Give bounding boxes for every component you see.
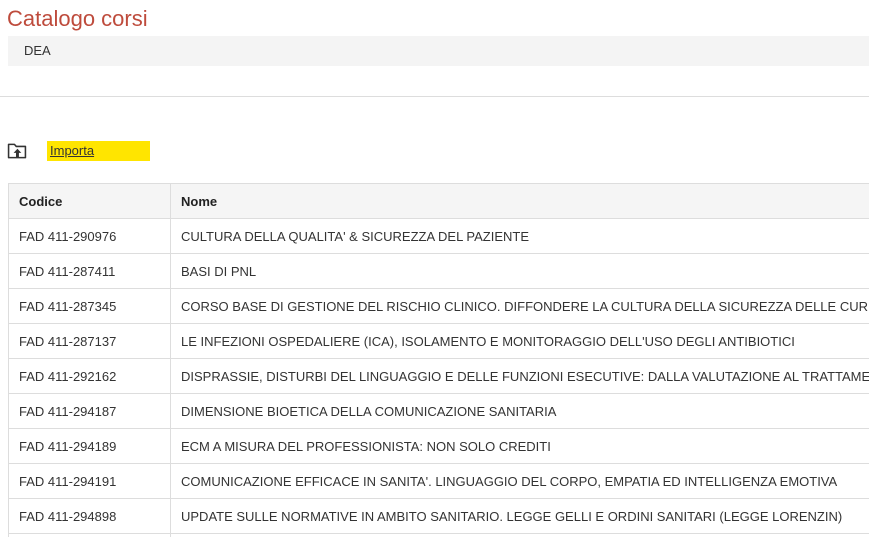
table-row: FAD 411-294898 UPDATE SULLE NORMATIVE IN… (8, 498, 869, 534)
column-header-nome: Nome (170, 183, 869, 219)
course-name: CORSO BASE DI GESTIONE DEL RISCHIO CLINI… (170, 288, 869, 324)
course-code: FAD 411-292162 (8, 358, 171, 394)
course-name: ECM A MISURA DEL PROFESSIONISTA: NON SOL… (170, 428, 869, 464)
course-name: DISPRASSIE, DISTURBI DEL LINGUAGGIO E DE… (170, 358, 869, 394)
course-name: COMUNICAZIONE EFFICACE IN SANITA'. LINGU… (170, 463, 869, 499)
table-row: FAD 411-287137 LE INFEZIONI OSPEDALIERE … (8, 323, 869, 359)
table-row: FAD 411-292162 DISPRASSIE, DISTURBI DEL … (8, 358, 869, 394)
course-name: CULTURA DELLA QUALITA' & SICUREZZA DEL P… (170, 218, 869, 254)
table-row-partial (8, 533, 869, 537)
courses-table-container: Codice Nome FAD 411-290976 CULTURA DELLA… (8, 183, 869, 537)
course-code: FAD 411-294898 (8, 498, 171, 534)
course-code: FAD 411-287345 (8, 288, 171, 324)
table-header-row: Codice Nome (8, 183, 869, 219)
table-row: FAD 411-287411 BASI DI PNL (8, 253, 869, 289)
course-code: FAD 411-294189 (8, 428, 171, 464)
table-row: FAD 411-290976 CULTURA DELLA QUALITA' & … (8, 218, 869, 254)
course-name: BASI DI PNL (170, 253, 869, 289)
table-row: FAD 411-294191 COMUNICAZIONE EFFICACE IN… (8, 463, 869, 499)
table-row: FAD 411-294187 DIMENSIONE BIOETICA DELLA… (8, 393, 869, 429)
course-name: LE INFEZIONI OSPEDALIERE (ICA), ISOLAMEN… (170, 323, 869, 359)
column-header-codice: Codice (8, 183, 171, 219)
course-code: FAD 411-290976 (8, 218, 171, 254)
course-name (170, 533, 869, 537)
breadcrumb: DEA (8, 36, 869, 66)
course-code: FAD 411-294191 (8, 463, 171, 499)
courses-table: Codice Nome FAD 411-290976 CULTURA DELLA… (8, 183, 869, 537)
table-row: FAD 411-287345 CORSO BASE DI GESTIONE DE… (8, 288, 869, 324)
page-title: Catalogo corsi (7, 6, 148, 31)
table-row: FAD 411-294189 ECM A MISURA DEL PROFESSI… (8, 428, 869, 464)
import-toolbar: Importa (6, 139, 869, 163)
course-code: FAD 411-287411 (8, 253, 171, 289)
course-code: FAD 411-294187 (8, 393, 171, 429)
breadcrumb-label: DEA (24, 43, 51, 58)
folder-upload-icon[interactable] (6, 140, 28, 162)
import-link[interactable]: Importa (47, 141, 151, 161)
section-divider (0, 96, 869, 97)
course-code (8, 533, 171, 537)
course-name: DIMENSIONE BIOETICA DELLA COMUNICAZIONE … (170, 393, 869, 429)
course-name: UPDATE SULLE NORMATIVE IN AMBITO SANITAR… (170, 498, 869, 534)
course-code: FAD 411-287137 (8, 323, 171, 359)
